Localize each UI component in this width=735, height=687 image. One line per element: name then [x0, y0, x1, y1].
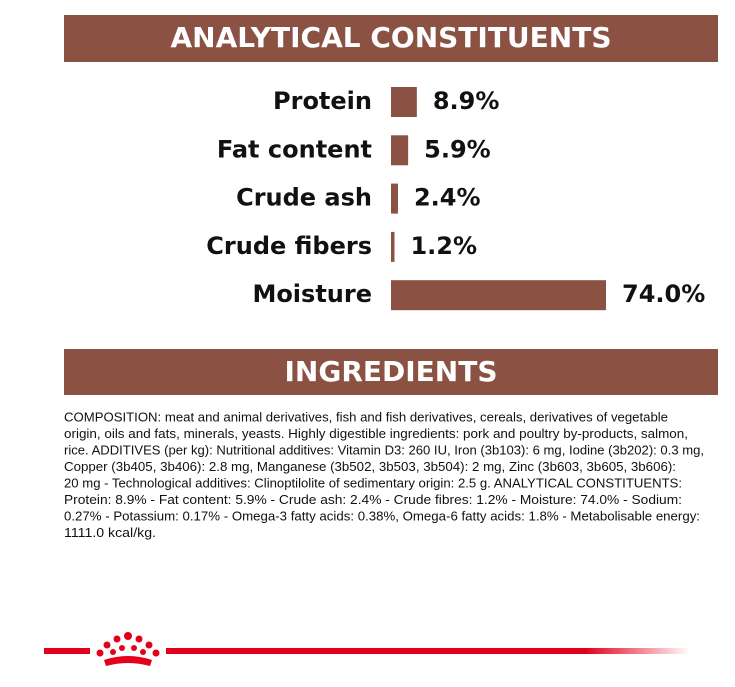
value-label: 8.9%	[433, 87, 500, 115]
ingredients-text: 20 mg - Technological additives: Clinopt…	[64, 476, 682, 490]
ingredients-text: origin, oils and fats, minerals, yeasts.…	[64, 427, 688, 441]
ingredients-text: Protein: 8.9% - Fat content: 5.9% - Crud…	[64, 493, 682, 507]
value-label: 2.4%	[414, 184, 481, 212]
category-label: Crude ash	[236, 184, 372, 212]
bar	[391, 87, 417, 117]
header-bar	[64, 349, 718, 395]
logo	[44, 632, 690, 666]
bar	[391, 280, 606, 311]
value-label: 5.9%	[424, 135, 491, 163]
header-bar	[64, 15, 718, 62]
chart-title: ANALYTICAL CONSTITUENTS	[171, 21, 612, 54]
bar	[391, 135, 409, 166]
ingredients-text: 1111.0 kcal/kg.	[64, 526, 156, 540]
ingredients-text: COMPOSITION: meat and animal derivatives…	[64, 410, 668, 424]
category-label: Protein	[273, 87, 372, 115]
ingredients-text: 0.27% - Potassium: 0.17% - Omega-3 fatty…	[64, 509, 700, 523]
ingredients-text: Copper (3b405, 3b406): 2.8 mg, Manganese…	[64, 460, 676, 474]
category-label: Crude fibers	[206, 232, 372, 260]
ingredients-text: rice. ADDITIVES (per kg): Nutritional ad…	[64, 443, 704, 457]
category-label: Moisture	[252, 280, 372, 308]
section-title: INGREDIENTS	[284, 355, 497, 388]
category-label: Fat content	[217, 135, 372, 163]
value-label: 1.2%	[410, 232, 477, 260]
value-label: 74.0%	[622, 280, 705, 308]
bar	[391, 231, 395, 262]
bar	[391, 183, 398, 214]
